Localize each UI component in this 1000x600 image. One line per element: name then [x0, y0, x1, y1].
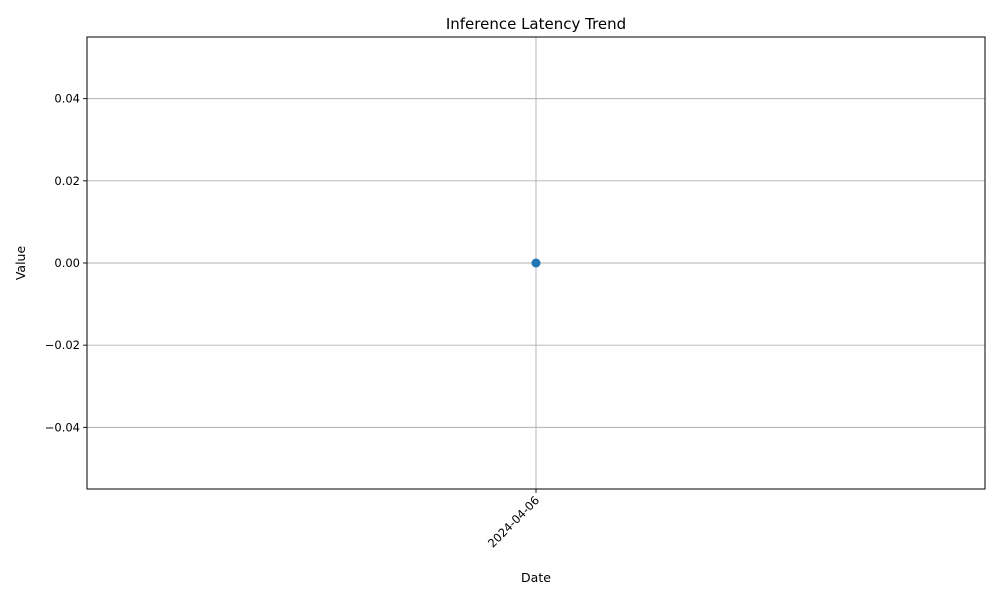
- chart-title: Inference Latency Trend: [446, 15, 626, 33]
- data-point: [531, 258, 541, 268]
- x-axis-label: Date: [521, 570, 551, 585]
- y-tick-label: 0.02: [54, 174, 80, 188]
- plot-frame: [86, 36, 986, 490]
- y-axis-label: Value: [13, 246, 28, 281]
- y-tick-label: 0.04: [54, 92, 80, 106]
- y-tick-label: −0.04: [45, 420, 80, 434]
- y-tick-label: 0.00: [54, 256, 80, 270]
- series: [531, 258, 541, 268]
- y-tick-label: −0.02: [45, 338, 80, 352]
